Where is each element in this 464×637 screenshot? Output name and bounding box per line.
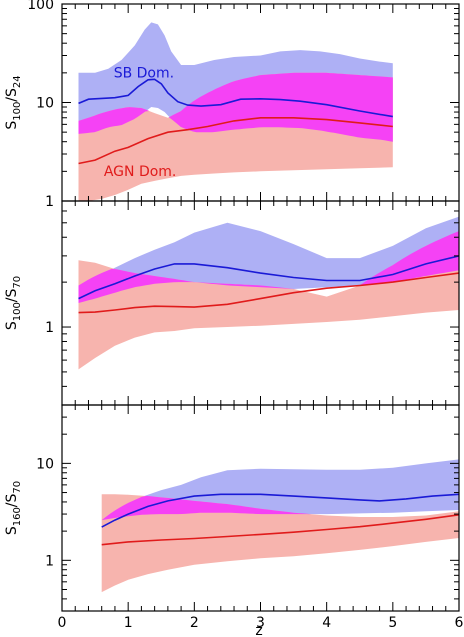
x-axis-title: z <box>255 623 262 637</box>
agn-annotation: AGN Dom. <box>104 164 177 180</box>
agn-band <box>101 494 459 593</box>
y-axis-title-den: 70 <box>12 481 23 494</box>
y-tick-label: 1 <box>45 194 54 210</box>
y-axis-title-num: 100 <box>12 102 23 121</box>
agn-median-line <box>78 117 393 165</box>
y-axis-title-main: S <box>4 121 20 130</box>
sb-median-line <box>101 493 459 528</box>
sb-median-line <box>78 255 459 300</box>
agn-median-line <box>78 272 459 314</box>
y-axis-title-sep: /S <box>4 493 20 507</box>
x-tick-label: 1 <box>124 615 133 631</box>
y-axis-title: S100/S70 <box>4 276 23 330</box>
y-axis-title: S100/S24 <box>4 75 23 129</box>
overlap-band <box>101 495 459 521</box>
y-axis-title: S160/S70 <box>4 481 23 535</box>
sb-annotation: SB Dom. <box>114 65 174 81</box>
y-axis-title-sep: /S <box>4 288 20 302</box>
y-tick-label: 100 <box>27 0 54 13</box>
panel-3: 1 10 S160/S70 0 1 2 3 4 5 6 <box>4 404 464 631</box>
y-tick-label: 10 <box>36 96 54 112</box>
x-tick-label: 3 <box>256 615 265 631</box>
y-axis-title-main: S <box>4 321 20 330</box>
x-tick-label: 0 <box>58 615 67 631</box>
x-tick-label: 6 <box>455 615 464 631</box>
x-tick-label: 2 <box>190 615 199 631</box>
x-tick-label: 5 <box>388 615 397 631</box>
y-axis-title-sep: /S <box>4 88 20 102</box>
y-axis-title-num: 160 <box>12 507 23 526</box>
y-tick-label: 10 <box>36 456 54 472</box>
x-tick-label: 4 <box>322 615 331 631</box>
plot-area <box>78 22 393 201</box>
plot-area <box>78 216 459 370</box>
y-axis-title-den: 24 <box>12 75 23 88</box>
y-axis-title-main: S <box>4 526 20 535</box>
agn-median-line <box>101 514 459 546</box>
y-tick-label: 1 <box>45 320 54 336</box>
sb-median-line <box>78 78 393 118</box>
overlap-band <box>78 72 393 142</box>
y-axis-title-den: 70 <box>12 276 23 289</box>
y-axis-title-num: 100 <box>12 302 23 321</box>
plot-area <box>101 459 459 593</box>
agn-band <box>78 231 459 370</box>
panel-2: 1 S100/S70 <box>4 200 460 406</box>
y-tick-label: 1 <box>45 553 54 569</box>
